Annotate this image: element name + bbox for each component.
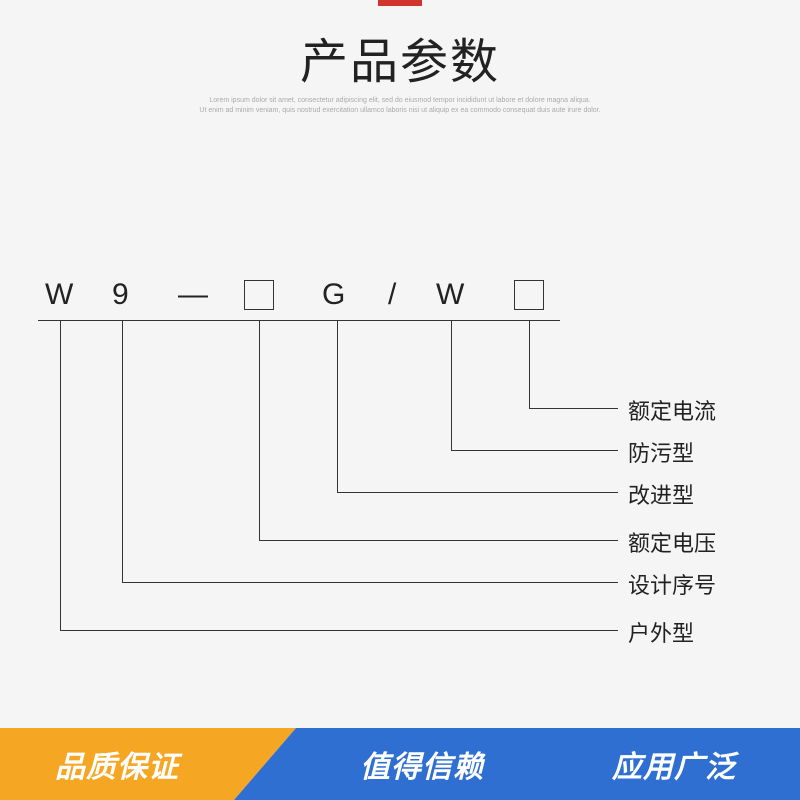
connector-vertical-5	[60, 320, 61, 630]
connector-horizontal-5	[60, 630, 618, 631]
bottom-banner: 品质保证 值得信赖 应用广泛	[0, 728, 800, 800]
connector-horizontal-4	[122, 582, 618, 583]
page: 产品参数 Lorem ipsum dolor sit amet, consect…	[0, 0, 800, 800]
connector-vertical-1	[451, 320, 452, 450]
banner-left: 品质保证	[0, 728, 234, 800]
label-0: 额定电流	[628, 394, 716, 426]
label-1: 防污型	[628, 436, 694, 468]
code-box-3	[244, 280, 274, 310]
connector-vertical-4	[122, 320, 123, 582]
label-5: 户外型	[628, 616, 694, 648]
banner-divider	[234, 728, 296, 800]
connector-horizontal-2	[337, 492, 618, 493]
connector-horizontal-1	[451, 450, 618, 451]
subtitle: Lorem ipsum dolor sit amet, consectetur …	[120, 96, 680, 116]
subtitle-line2: Ut enim ad minim veniam, quis nostrud ex…	[199, 107, 600, 114]
banner-right: 值得信赖 应用广泛	[296, 728, 800, 800]
code-cell-1: 9	[112, 278, 131, 312]
code-cell-6: W	[436, 278, 466, 312]
connector-horizontal-0	[529, 408, 618, 409]
label-4: 设计序号	[628, 568, 716, 600]
banner-right-item-1: 应用广泛	[612, 742, 736, 786]
connector-vertical-3	[259, 320, 260, 540]
code-box-7	[514, 280, 544, 310]
connector-vertical-0	[529, 320, 530, 408]
code-cell-5: /	[388, 278, 398, 312]
banner-right-item-0: 值得信赖	[360, 742, 484, 786]
connector-vertical-2	[337, 320, 338, 492]
banner-divider-svg	[234, 728, 296, 800]
code-underline	[38, 320, 560, 321]
accent-bar	[378, 0, 422, 6]
code-cell-0: W	[45, 278, 75, 312]
subtitle-line1: Lorem ipsum dolor sit amet, consectetur …	[209, 97, 590, 104]
connector-horizontal-3	[259, 540, 618, 541]
page-title: 产品参数	[0, 22, 800, 92]
code-cell-2: —	[178, 278, 210, 312]
code-cell-4: G	[322, 278, 347, 312]
label-2: 改进型	[628, 478, 694, 510]
label-3: 额定电压	[628, 526, 716, 558]
